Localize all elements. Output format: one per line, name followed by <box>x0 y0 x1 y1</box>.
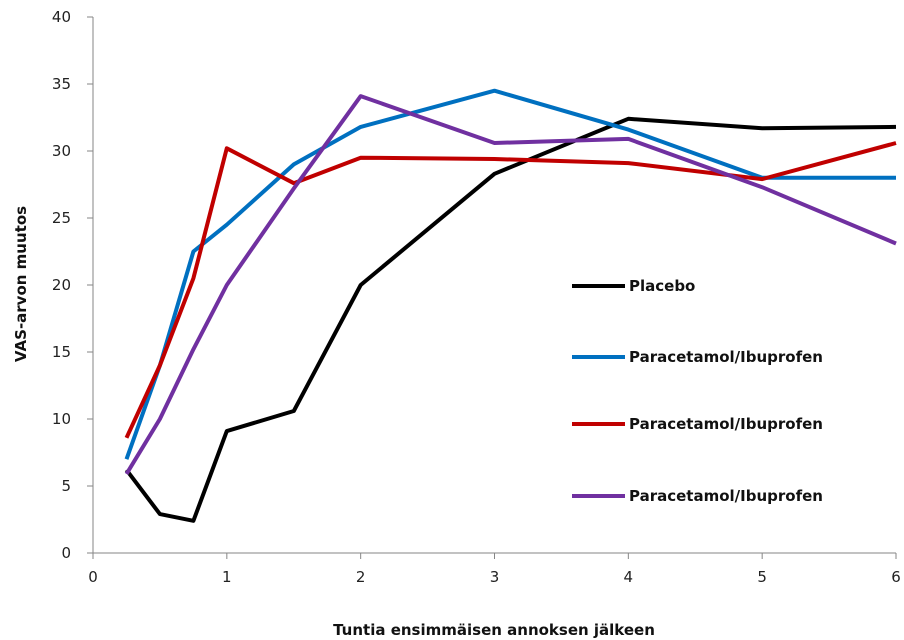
y-axis-title: VAS-arvon muutos <box>12 206 30 362</box>
series-line-3 <box>124 141 897 439</box>
y-tick-label: 35 <box>52 75 71 93</box>
legend-label-3: Paracetamol/Ibuprofen <box>629 415 823 433</box>
axes <box>87 16 897 559</box>
y-tick-label: 15 <box>52 343 71 361</box>
x-tick-label: 4 <box>624 568 634 586</box>
x-tick-labels: 0 1 2 3 4 5 6 <box>88 568 901 586</box>
series-line-2 <box>124 88 896 460</box>
series-lines <box>124 88 897 523</box>
y-tick-label: 10 <box>52 410 71 428</box>
x-tick-label: 2 <box>356 568 366 586</box>
y-tick-label: 5 <box>61 477 71 495</box>
y-tick-label: 40 <box>52 8 71 26</box>
series-line-1 <box>124 116 897 523</box>
y-tick-labels: 0 5 10 15 20 25 30 35 40 <box>52 8 71 562</box>
x-tick-label: 6 <box>891 568 901 586</box>
x-tick-label: 5 <box>757 568 767 586</box>
y-tick-label: 0 <box>61 544 71 562</box>
legend-label-4: Paracetamol/Ibuprofen <box>629 487 823 505</box>
y-tick-label: 20 <box>52 276 71 294</box>
series-line-4 <box>124 94 897 475</box>
x-tick-label: 1 <box>222 568 232 586</box>
x-axis-title: Tuntia ensimmäisen annoksen jälkeen <box>333 621 655 639</box>
x-tick-label: 3 <box>490 568 500 586</box>
legend-label-1: Placebo <box>629 277 695 295</box>
y-tick-label: 30 <box>52 142 71 160</box>
legend: Placebo Paracetamol/Ibuprofen Paracetamol/… <box>572 277 823 505</box>
x-tick-label: 0 <box>88 568 98 586</box>
y-tick-label: 25 <box>52 209 71 227</box>
legend-label-2: Paracetamol/Ibuprofen <box>629 348 823 366</box>
